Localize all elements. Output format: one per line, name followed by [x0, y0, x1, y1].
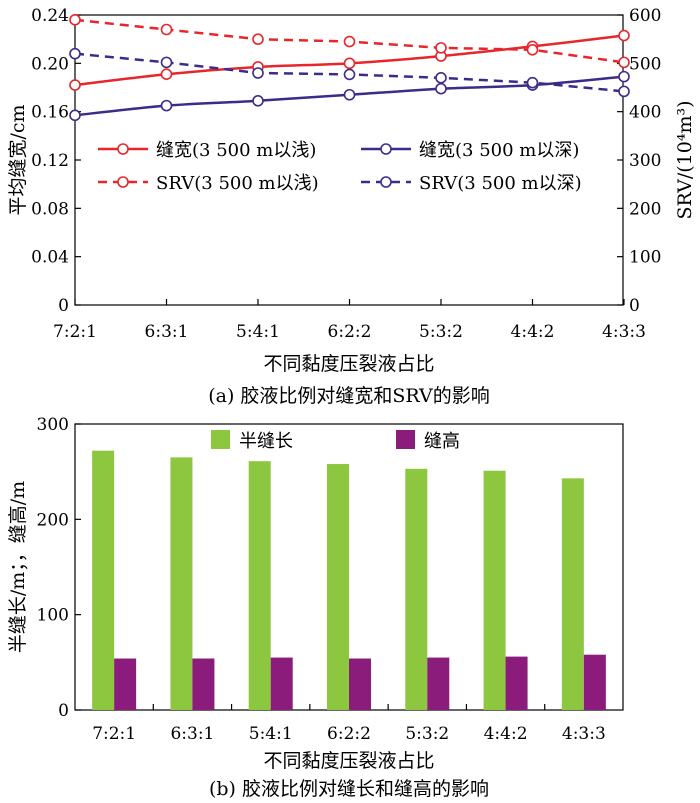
b-bar-height — [192, 658, 215, 710]
chart-a-legend: 缝宽(3 500 m以浅) 缝宽(3 500 m以深) SRV(3 500 m以浅)… — [98, 140, 582, 194]
a-series-point-2 — [69, 14, 81, 26]
a-series-point-3 — [526, 76, 539, 89]
a-ytick2-label: 500 — [629, 54, 661, 74]
b-bar-height — [349, 658, 371, 710]
a-ytick-label: 0.12 — [31, 151, 69, 171]
a-ytick2-label: 300 — [629, 151, 661, 171]
a-series-point-0 — [69, 79, 81, 91]
a-series-point-0 — [618, 29, 630, 42]
chart-b-caption: (b) 胶液比例对缝长和缝高的影响 — [209, 778, 489, 800]
chart-a-ylabel-right: SRV/(10⁴m³) — [674, 100, 696, 219]
a-series-point-2 — [343, 35, 356, 48]
a-ytick-label: 0.20 — [31, 54, 69, 74]
b-bar-half-length — [92, 450, 115, 710]
a-series-point-0 — [343, 57, 356, 70]
a-xtick-label: 5:4:1 — [236, 322, 280, 342]
chart-b-bars — [92, 450, 606, 710]
b-bar-height — [505, 656, 528, 710]
a-legend-marker — [117, 176, 129, 188]
a-legend-marker — [117, 143, 129, 155]
b-bar-height — [270, 657, 293, 710]
b-ytick-label: 0 — [58, 701, 69, 721]
a-ytick2-label: 400 — [629, 103, 661, 123]
b-xtick-label: 5:4:1 — [249, 724, 293, 744]
b-ytick-label: 200 — [37, 510, 69, 530]
line-chart-a: 0 0.04 0.08 0.12 0.16 0.20 0.24 0 100 200 300 400 50… — [7, 6, 696, 407]
b-ytick-label: 100 — [37, 606, 69, 626]
b-bar-half-length — [170, 457, 193, 710]
a-legend-label: 缝宽(3 500 m以深) — [419, 140, 579, 161]
a-legend-marker — [380, 176, 392, 188]
chart-b-ylabel: 半缝长/m；，缝高/m — [7, 481, 29, 653]
a-ytick-label: 0.04 — [31, 248, 69, 268]
chart-a-xlabel: 不同黏度压裂液占比 — [263, 353, 434, 375]
chart-b-xlabel: 不同黏度压裂液占比 — [263, 750, 434, 772]
a-ytick-label: 0.08 — [31, 199, 69, 219]
chart-a-series — [69, 14, 630, 122]
a-series-point-1 — [343, 88, 356, 101]
b-bar-half-length — [327, 464, 349, 710]
a-xtick-label: 6:3:1 — [145, 322, 189, 342]
a-series-point-1 — [69, 109, 81, 122]
a-series-point-3 — [435, 72, 447, 84]
a-series-point-3 — [69, 47, 81, 60]
b-bar-half-length — [248, 461, 271, 710]
b-legend-label: 缝高 — [424, 431, 460, 452]
a-series-point-3 — [160, 56, 173, 69]
b-bar-half-length — [405, 468, 428, 710]
a-ytick2-label: 200 — [629, 199, 661, 219]
b-ytick-label: 300 — [37, 415, 69, 435]
a-legend-label: SRV(3 500 m以浅) — [156, 173, 319, 194]
a-xtick-label: 4:3:3 — [602, 322, 646, 342]
a-ytick2-label: 600 — [629, 6, 661, 26]
a-xtick-label: 5:3:2 — [419, 322, 463, 342]
b-xtick-label: 7:2:1 — [92, 724, 136, 744]
a-ytick2-label: 100 — [629, 248, 661, 268]
bar-chart-b: 0 100 200 300 7:2:1 6:3:1 5:4:1 6:2:2 5:3:2 4:4:2… — [7, 415, 624, 800]
chart-a-caption: (a) 胶液比例对缝宽和SRV的影响 — [208, 385, 490, 407]
a-series-point-2 — [252, 33, 264, 45]
b-legend-swatch — [211, 430, 230, 449]
b-bar-height — [583, 654, 606, 710]
a-ytick-label: 0 — [58, 296, 69, 316]
chart-a-axes: 0 0.04 0.08 0.12 0.16 0.20 0.24 0 100 200 300 400 50… — [31, 6, 661, 342]
b-legend-label: 半缝长 — [239, 431, 293, 452]
a-series-point-3 — [618, 85, 630, 98]
a-legend-label: SRV(3 500 m以深) — [419, 173, 582, 194]
a-series-point-2 — [160, 23, 173, 36]
a-series-point-3 — [343, 68, 356, 81]
b-bar-height — [427, 657, 450, 710]
a-series-point-2 — [435, 42, 447, 54]
a-series-point-1 — [160, 99, 173, 112]
a-xtick-label: 7:2:1 — [53, 322, 97, 342]
a-series-point-3 — [252, 67, 264, 79]
b-legend-swatch — [396, 430, 415, 449]
chart-a-ylabel: 平均缝宽/cm — [7, 104, 29, 215]
a-ytick2-label: 0 — [629, 296, 640, 316]
b-bar-half-length — [561, 478, 584, 710]
b-xtick-label: 6:2:2 — [327, 724, 371, 744]
a-ytick-label: 0.24 — [31, 6, 69, 26]
a-legend-label: 缝宽(3 500 m以浅) — [156, 140, 316, 161]
a-series-point-2 — [618, 56, 630, 69]
b-xtick-label: 4:4:2 — [484, 724, 528, 744]
a-series-point-1 — [252, 94, 264, 107]
a-legend-marker — [380, 143, 392, 155]
a-series-point-1 — [618, 70, 630, 83]
b-xtick-label: 5:3:2 — [405, 724, 449, 744]
chart-b-legend: 半缝长 缝高 — [211, 430, 460, 452]
a-series-point-2 — [526, 43, 539, 56]
a-series-point-0 — [160, 68, 173, 81]
b-bar-height — [114, 658, 137, 710]
a-ytick-label: 0.16 — [31, 103, 69, 123]
a-xtick-label: 6:2:2 — [328, 322, 372, 342]
b-xtick-label: 6:3:1 — [170, 724, 214, 744]
b-xtick-label: 4:3:3 — [562, 724, 606, 744]
a-series-point-1 — [435, 82, 447, 95]
b-bar-half-length — [483, 470, 506, 710]
a-xtick-label: 4:4:2 — [511, 322, 555, 342]
chart-b-axes: 0 100 200 300 7:2:1 6:3:1 5:4:1 6:2:2 5:3:2 4:4:2… — [37, 415, 606, 744]
